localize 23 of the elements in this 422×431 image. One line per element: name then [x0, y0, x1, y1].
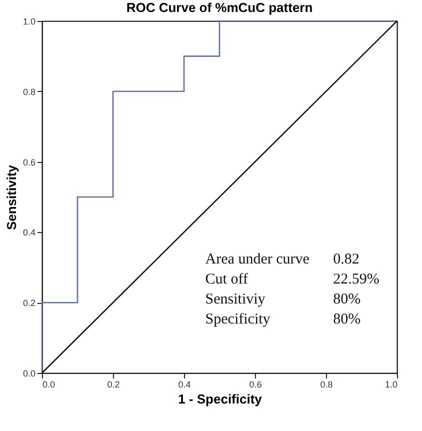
y-tick-label: 0.6 [22, 157, 36, 168]
y-tick-label: 1.0 [22, 16, 36, 26]
chart-title: ROC Curve of %mCuC pattern [126, 0, 313, 15]
y-tick-label: 0.2 [22, 298, 36, 308]
annotation: Cut off [205, 272, 248, 288]
x-tick-label: 0.6 [249, 380, 262, 390]
y-tick-label: 0.4 [22, 228, 36, 238]
annotation: 80% [333, 292, 361, 308]
x-tick-label: 0.2 [107, 380, 120, 390]
annotation: Area under curve [205, 252, 310, 268]
x-axis-title: 1 - Specificity [178, 392, 263, 406]
annotation: Specificity [205, 312, 271, 328]
x-tick-label: 0.0 [42, 380, 56, 390]
annotation: Sensitiviy [205, 292, 266, 308]
annotation: 0.82 [333, 252, 360, 268]
x-tick-label: 0.8 [320, 380, 333, 390]
x-tick-label: 1.0 [384, 380, 398, 390]
y-tick-label: 0.8 [22, 86, 36, 97]
annotation: 80% [333, 312, 361, 328]
y-axis-title: Sensitivity [4, 164, 19, 230]
annotation: 22.59% [333, 272, 380, 288]
x-tick-label: 0.4 [178, 380, 191, 390]
y-tick-label: 0.0 [22, 368, 36, 378]
